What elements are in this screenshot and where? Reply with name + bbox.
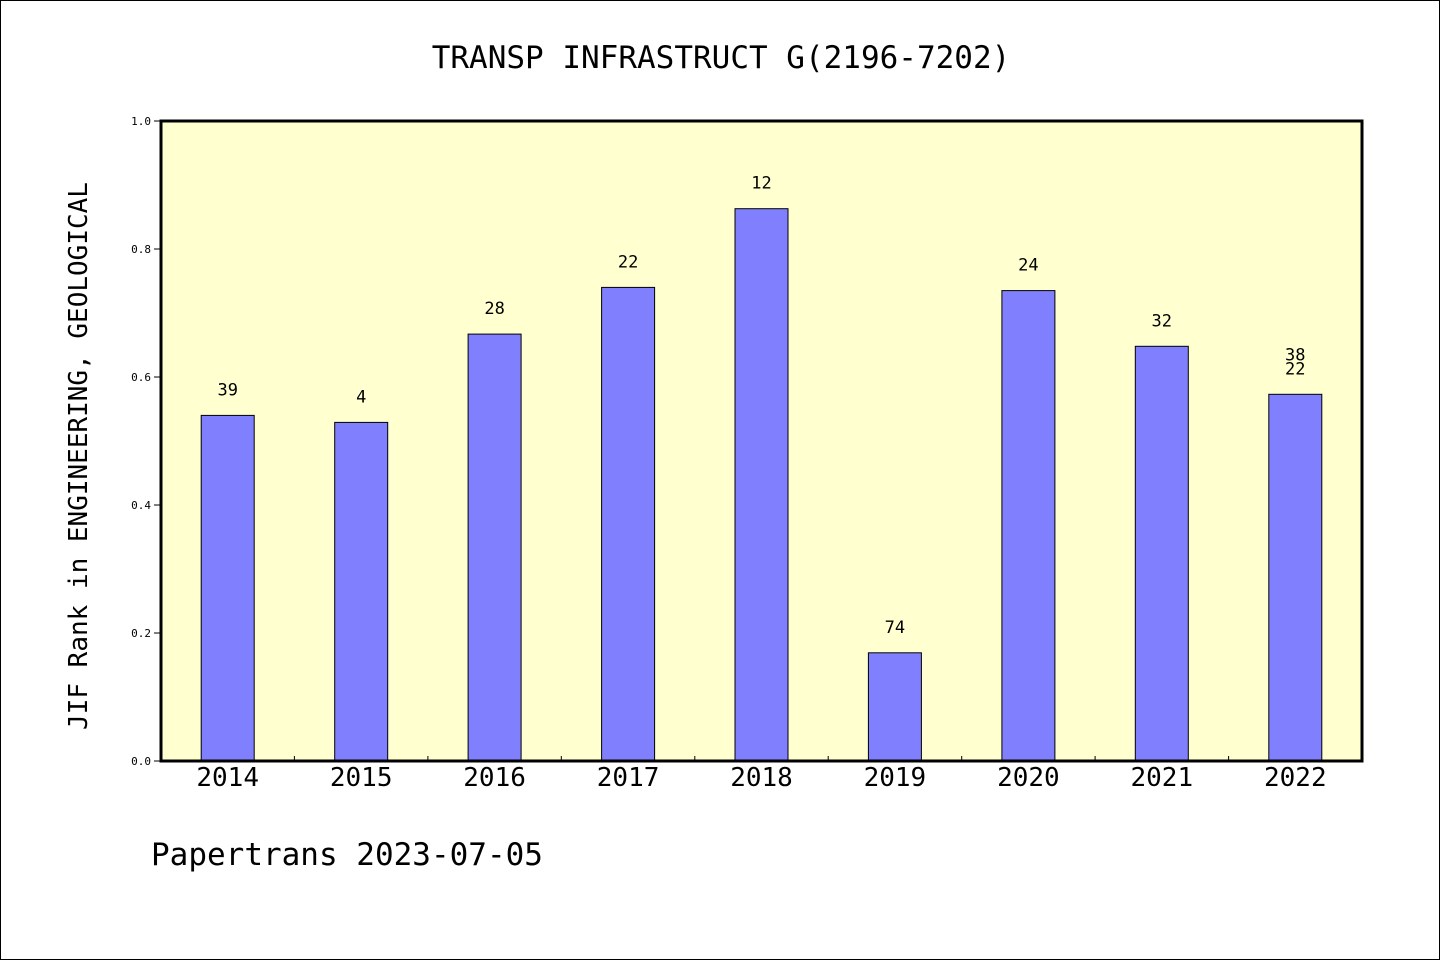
bars-group [200,208,1323,762]
x-tick-label-2022: 2022 [1264,763,1327,793]
x-axis-ticks: 2014 2015 2016 2017 2018 2019 2020 2021 2022 [196,756,1327,793]
bar-2016 [467,333,522,762]
data-label-2016: 28 [484,299,504,319]
data-label-2018: 12 [751,174,771,194]
data-label-2021: 32 [1152,311,1172,331]
data-label-2022: 38 [1285,345,1305,365]
y-tick-label: 0.2 [131,627,151,640]
data-label-2015: 4 [356,387,366,407]
chart-title: TRANSP INFRASTRUCT G(2196-7202) [432,40,1011,76]
bar-2014 [200,414,255,762]
y-tick-label: 0.0 [131,755,151,768]
y-tick-label: 0.4 [131,499,151,512]
x-tick-label-2015: 2015 [330,763,393,793]
bar-2015 [334,421,389,762]
y-tick-label: 1.0 [131,115,151,128]
data-label-2022: 22 [1285,359,1305,379]
x-tick-label-2019: 2019 [864,763,927,793]
y-axis-label: JIF Rank in ENGINEERING, GEOLOGICAL [64,182,94,730]
x-tick-label-2017: 2017 [597,763,660,793]
x-tick-label-2014: 2014 [196,763,259,793]
bar-2020 [1001,290,1056,762]
bar-2021 [1134,345,1189,762]
data-label-2017: 22 [618,252,638,272]
y-axis-ticks: 0.0 0.2 0.4 0.6 0.8 1.0 [131,115,161,768]
bar-2017 [601,286,656,762]
x-tick-label-2021: 2021 [1130,763,1193,793]
bar-2019 [867,652,922,762]
x-tick-label-2016: 2016 [463,763,526,793]
x-tick-label-2020: 2020 [997,763,1060,793]
x-tick-label-2018: 2018 [730,763,793,793]
data-label-2014: 39 [217,380,237,400]
bar-2022 [1268,393,1323,762]
bar-2018 [734,208,789,762]
data-label-2020: 24 [1018,256,1038,276]
plot-border [159,119,1364,763]
footer-credit: Papertrans 2023-07-05 [151,837,543,873]
y-tick-label: 0.6 [131,371,151,384]
y-tick-label: 0.8 [131,243,151,256]
data-label-2019: 74 [885,618,905,638]
